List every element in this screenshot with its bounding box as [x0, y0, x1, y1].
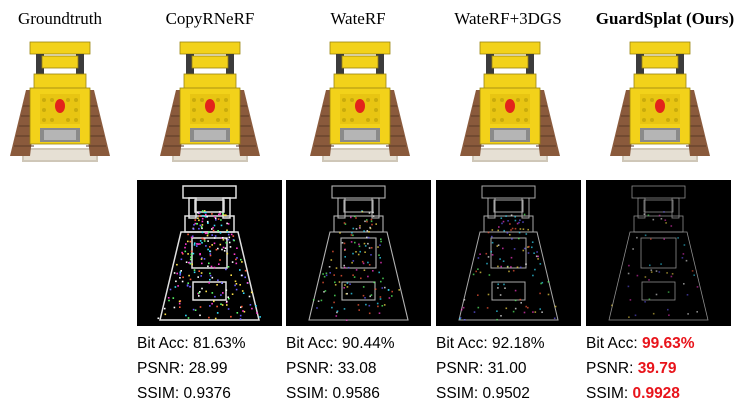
metric-label: PSNR: — [586, 360, 634, 377]
metric-ssim: SSIM: 0.9928 — [586, 381, 736, 406]
metric-ssim: SSIM: 0.9502 — [436, 381, 586, 406]
metric-value-best: 39.79 — [637, 360, 677, 377]
metric-value-best: 0.9928 — [632, 385, 680, 402]
difference-map-waterf — [286, 180, 431, 326]
metric-label: PSNR: — [137, 360, 185, 377]
metric-label: SSIM: — [137, 385, 180, 402]
metric-psnr: PSNR: 31.00 — [436, 356, 586, 381]
render-image-copyrnerf — [150, 38, 270, 170]
metric-label: SSIM: — [586, 385, 629, 402]
metrics-waterf-3dgs: Bit Acc: 92.18% PSNR: 31.00 SSIM: 0.9502 — [436, 331, 586, 406]
metric-value: 81.63% — [193, 335, 246, 352]
difference-map-copyrnerf — [137, 180, 282, 326]
metric-value: 31.00 — [487, 360, 527, 377]
render-image-groundtruth — [0, 38, 120, 170]
column-title-waterf: WateRF — [330, 9, 386, 28]
metric-psnr: PSNR: 28.99 — [137, 356, 287, 381]
column-title-waterf-3dgs: WateRF+3DGS — [454, 9, 562, 28]
metric-label: PSNR: — [286, 360, 334, 377]
metric-bit-acc: Bit Acc: 90.44% — [286, 331, 436, 356]
metric-value: 0.9502 — [482, 385, 530, 402]
metric-label: Bit Acc: — [286, 335, 338, 352]
metric-ssim: SSIM: 0.9586 — [286, 381, 436, 406]
metric-value: 33.08 — [337, 360, 377, 377]
metrics-waterf: Bit Acc: 90.44% PSNR: 33.08 SSIM: 0.9586 — [286, 331, 436, 406]
metric-label: Bit Acc: — [586, 335, 638, 352]
metric-value: 90.44% — [342, 335, 395, 352]
column-title-guardsplat: GuardSplat (Ours) — [595, 9, 735, 28]
metric-bit-acc: Bit Acc: 81.63% — [137, 331, 287, 356]
difference-map-waterf-3dgs — [436, 180, 581, 326]
difference-map-guardsplat — [586, 180, 731, 326]
metric-label: SSIM: — [436, 385, 479, 402]
column-title-groundtruth: Groundtruth — [17, 9, 103, 28]
render-image-waterf — [300, 38, 420, 170]
metric-value: 92.18% — [492, 335, 545, 352]
metric-label: PSNR: — [436, 360, 484, 377]
metric-ssim: SSIM: 0.9376 — [137, 381, 287, 406]
metrics-copyrnerf: Bit Acc: 81.63% PSNR: 28.99 SSIM: 0.9376 — [137, 331, 287, 406]
metric-label: Bit Acc: — [137, 335, 189, 352]
column-title-copyrnerf: CopyRNeRF — [165, 9, 255, 28]
metric-label: SSIM: — [286, 385, 329, 402]
metric-value: 0.9376 — [183, 385, 231, 402]
metric-bit-acc: Bit Acc: 92.18% — [436, 331, 586, 356]
metric-value: 28.99 — [188, 360, 228, 377]
render-image-guardsplat — [600, 38, 720, 170]
metrics-guardsplat: Bit Acc: 99.63% PSNR: 39.79 SSIM: 0.9928 — [586, 331, 736, 406]
metric-psnr: PSNR: 33.08 — [286, 356, 436, 381]
metric-value: 0.9586 — [332, 385, 380, 402]
metric-label: Bit Acc: — [436, 335, 488, 352]
metric-psnr: PSNR: 39.79 — [586, 356, 736, 381]
metric-value-best: 99.63% — [642, 335, 695, 352]
render-image-waterf-3dgs — [450, 38, 570, 170]
metric-bit-acc: Bit Acc: 99.63% — [586, 331, 736, 356]
